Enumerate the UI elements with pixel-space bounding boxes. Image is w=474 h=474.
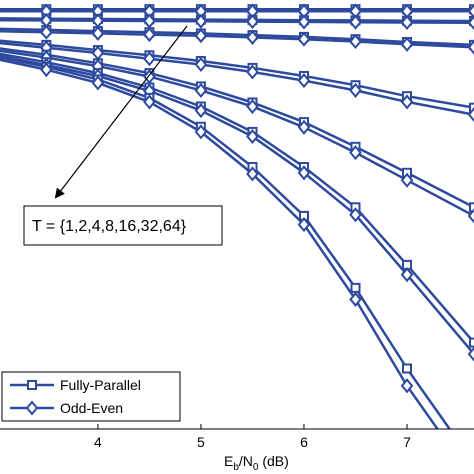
series-line-fully-parallel-t64: [0, 56, 452, 429]
data-point-odd-even-t32-7: [349, 207, 362, 223]
x-axis-label-e: E: [224, 453, 233, 469]
series-line-fully-parallel-t32: [0, 52, 474, 344]
data-point-odd-even-t16-4: [194, 82, 208, 98]
data-point-odd-even-t4-6: [297, 31, 311, 47]
data-point-odd-even-t8-4: [194, 56, 208, 73]
data-point-odd-even-t4-3: [143, 26, 156, 43]
x-axis-label-sub-0: 0: [253, 462, 259, 473]
data-point-fully-parallel-t64-8: [402, 363, 412, 374]
series-line-fully-parallel-t2: [0, 17, 474, 23]
series-line-odd-even-t64: [0, 58, 439, 429]
data-point-odd-even-t8-8: [400, 94, 414, 110]
series-odd-even-t16: [0, 48, 474, 224]
x-axis-label-unit: (dB): [258, 453, 288, 469]
legend: Fully-Parallel Odd-Even: [1, 371, 181, 422]
x-tick-label-5: 5: [197, 434, 205, 450]
data-point-odd-even-t4-2: [91, 25, 105, 41]
series-odd-even-t8: [0, 40, 474, 123]
x-ticks: 4 5 6 7: [94, 424, 411, 450]
x-axis-label: Eb/N0 (dB): [224, 453, 289, 473]
data-point-fully-parallel-t16-9: [469, 202, 474, 213]
data-point-odd-even-t2-7: [349, 14, 362, 30]
data-point-odd-even-t4-9: [467, 39, 474, 55]
x-tick-label-7: 7: [403, 434, 411, 450]
data-point-odd-even-t2-9: [467, 15, 474, 31]
x-axis-label-sub-b: b: [233, 462, 239, 473]
series-line-fully-parallel-t16: [0, 47, 474, 209]
data-point-fully-parallel-t64-7: [350, 282, 361, 293]
annotation-text: T = {1,2,4,8,16,32,64}: [32, 218, 187, 235]
data-point-odd-even-t4-7: [349, 33, 362, 50]
series-line-fully-parallel-t8: [0, 39, 474, 109]
data-point-odd-even-t32-8: [400, 267, 414, 283]
x-tick-label-4: 4: [94, 434, 102, 450]
series-odd-even-t64: [0, 57, 439, 429]
data-point-odd-even-t32-4: [194, 102, 208, 119]
data-point-odd-even-t64-7: [349, 291, 362, 307]
data-point-odd-even-t32-5: [246, 128, 259, 145]
data-point-odd-even-t4-1: [40, 24, 53, 40]
series-layer: [0, 3, 474, 429]
data-point-fully-parallel-t8-9: [469, 102, 474, 113]
data-point-odd-even-t4-4: [194, 28, 208, 44]
data-point-odd-even-t64-1: [40, 62, 53, 78]
annotation-box: [23, 205, 223, 246]
data-point-odd-even-t1-9: [467, 3, 474, 19]
data-point-odd-even-t4-8: [400, 36, 414, 52]
data-point-odd-even-t8-7: [349, 82, 362, 98]
data-point-odd-even-t64-3: [143, 94, 156, 110]
data-point-odd-even-t2-4: [194, 13, 208, 29]
data-point-odd-even-t2-8: [400, 14, 414, 31]
series-line-odd-even-t32: [0, 55, 474, 355]
data-point-odd-even-t64-5: [246, 166, 259, 182]
data-point-odd-even-t16-8: [400, 172, 414, 188]
data-point-odd-even-t16-7: [349, 145, 362, 161]
x-axis-label-n: /N: [239, 453, 253, 469]
data-point-odd-even-t8-9: [467, 107, 474, 123]
data-point-odd-even-t64-6: [297, 217, 311, 233]
data-point-odd-even-t32-9: [467, 346, 474, 362]
series-line-odd-even-t16: [0, 49, 474, 218]
data-point-fully-parallel-t32-9: [469, 337, 474, 348]
legend-label-fully-parallel: Fully-Parallel: [60, 377, 141, 393]
data-point-odd-even-t2-6: [297, 14, 311, 30]
data-point-odd-even-t4-5: [246, 29, 259, 45]
data-point-odd-even-t8-3: [143, 51, 156, 67]
data-point-odd-even-t16-5: [246, 98, 259, 115]
series-line-odd-even-t2: [0, 18, 474, 24]
data-point-odd-even-t64-4: [194, 124, 208, 140]
series-line-fully-parallel-t4: [0, 27, 474, 47]
data-point-odd-even-t2-5: [246, 14, 259, 30]
x-tick-label-6: 6: [300, 434, 308, 450]
data-point-odd-even-t16-6: [297, 119, 311, 135]
data-point-odd-even-t64-2: [91, 75, 105, 91]
annotation-arrow: [54, 25, 188, 199]
data-point-odd-even-t64-8: [400, 378, 414, 394]
series-odd-even-t4: [0, 24, 474, 55]
legend-label-odd-even: Odd-Even: [60, 400, 123, 416]
series-odd-even-t2: [0, 12, 474, 31]
legend-marker-square: [27, 380, 37, 390]
data-point-odd-even-t32-6: [297, 165, 311, 181]
data-point-odd-even-t8-6: [297, 73, 311, 89]
series-line-odd-even-t4: [0, 29, 474, 49]
legend-marker-diamond: [25, 400, 39, 416]
data-point-odd-even-t8-5: [246, 64, 259, 80]
data-point-odd-even-t16-9: [467, 208, 474, 224]
series-line-odd-even-t8: [0, 41, 474, 116]
